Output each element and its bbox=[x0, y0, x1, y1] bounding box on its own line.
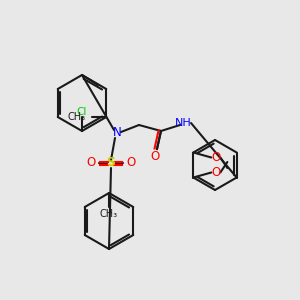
Text: CH₃: CH₃ bbox=[100, 209, 118, 219]
Text: Cl: Cl bbox=[77, 107, 87, 117]
Text: O: O bbox=[126, 157, 136, 169]
Text: O: O bbox=[212, 151, 221, 164]
Text: CH₃: CH₃ bbox=[67, 112, 85, 122]
Text: O: O bbox=[212, 166, 221, 179]
Text: NH: NH bbox=[175, 118, 191, 128]
Text: O: O bbox=[86, 157, 96, 169]
Text: O: O bbox=[150, 151, 160, 164]
Text: S: S bbox=[106, 157, 116, 169]
Text: N: N bbox=[112, 127, 122, 140]
